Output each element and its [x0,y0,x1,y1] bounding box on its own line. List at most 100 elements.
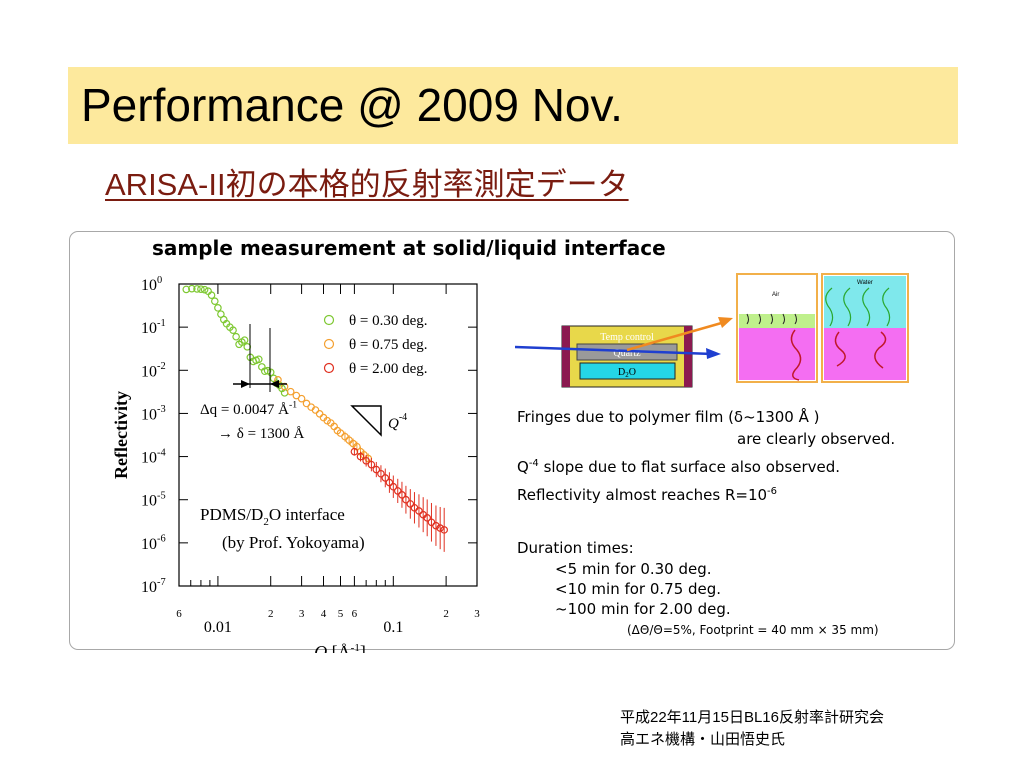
data-point [415,507,423,515]
data-point [229,326,237,334]
x-tick-label: 0.01 [204,619,232,636]
panel-heading: sample measurement at solid/liquid inter… [152,236,666,260]
data-point [254,355,263,364]
slope-label: Q-4 [388,412,407,432]
data-point [377,469,385,478]
setup-diagram: Temp control Quartz D2O Air Water [515,273,909,388]
y-tick-label: 10-3 [141,404,166,423]
data-point [367,460,376,469]
data-point [389,482,398,491]
data-point [432,521,440,530]
data-point [311,406,320,414]
x-tick-label: 2 [268,608,274,620]
data-point [385,478,394,487]
y-tick-label: 10-6 [141,534,166,553]
title-bar: Performance @ 2009 Nov. [68,67,958,144]
dq-annotation: Δq = 0.0047 Å-1 [200,399,297,418]
data-point [188,284,196,293]
temp-control-label: Temp control [600,332,654,343]
duration-title: Duration times: [517,539,634,557]
x-tick-label: 6 [176,608,182,620]
x-axis-label: Q [Å-1] [314,642,366,653]
x-tick-label: 6 [352,608,358,620]
data-point [398,490,406,499]
delta-annotation: → δ = 1300 Å [218,426,305,442]
d2o-label: D2O [618,367,636,379]
data-point [381,474,390,482]
slide-title: Performance @ 2009 Nov. [81,79,623,131]
air-interface-panel: Air [736,273,818,383]
legend-marker [323,362,335,374]
duration-item-2: <10 min for 0.75 deg. [555,580,722,598]
duration-item-3: ~100 min for 2.00 deg. [555,600,731,618]
data-point [356,452,365,461]
reflected-beam [626,320,726,352]
data-point [197,285,205,293]
data-point [436,524,444,532]
data-point [200,285,209,294]
y-axis-label: Reflectivity [111,391,131,479]
reflected-beam-arrowhead [718,317,733,328]
dq-arrow-right [270,380,279,388]
footer-line2: 高エネ機構・山田悟史氏 [620,731,786,748]
y-tick-label: 10-2 [141,361,166,380]
x-tick-label: 2 [443,608,449,620]
footer: 平成22年11月15日BL16反射率計研究会 高エネ機構・山田悟史氏 [620,707,884,751]
data-point [214,304,222,312]
data-point [232,332,240,341]
duration-footnote: (ΔΘ/Θ=5%, Footprint = 40 mm × 35 mm) [627,623,879,637]
sample-label-line2: (by Prof. Yokoyama) [222,533,365,552]
data-point [266,368,275,377]
note-fringes-line2: are clearly observed. [737,430,896,448]
y-tick-label: 10-4 [141,447,166,466]
data-point [207,291,216,300]
note-slope: Q-4 slope due to flat surface also obser… [517,458,841,476]
y-tick-label: 100 [141,275,162,294]
dq-arrow-left [241,380,250,388]
data-point [440,526,448,534]
sample-label-line1: PDMS/D2O interface [200,505,345,528]
x-tick-label: 0.1 [383,619,403,636]
data-point [393,487,402,495]
y-tick-label: 10-1 [141,318,166,337]
data-point [315,410,324,418]
reflectivity-chart: 100 10-1 10-2 10-3 10-4 10-5 10-6 10-7 6 0.01 2 3 4 5… [111,275,480,653]
data-point [193,285,201,293]
legend-marker [323,314,335,326]
legend-marker [323,338,335,350]
data-point [362,456,370,465]
y-tick-label: 10-7 [141,577,166,596]
x-tick-label: 3 [299,608,305,620]
data-point [423,514,431,522]
data-point [406,500,415,508]
data-point [243,343,252,351]
slope-triangle [350,405,382,437]
water-label: Water [857,280,873,286]
data-point [182,285,191,294]
neutron-beam-arrowhead [706,348,721,359]
duration-item-1: <5 min for 0.30 deg. [555,560,712,578]
legend-label: θ = 0.75 deg. [349,337,428,353]
data-point [297,394,306,403]
temp-control-right-wall [684,326,692,387]
note-fringes-line1: Fringes due to polymer film (δ~1300 Å ) [517,408,820,426]
x-tick-label: 3 [474,608,480,620]
data-point [302,399,311,408]
data-point [350,447,359,456]
legend-label: θ = 2.00 deg. [349,361,428,377]
data-point [286,387,295,396]
slide-subtitle[interactable]: ARISA-II初の本格的反射率測定データ [105,167,629,202]
neutron-beam-in [515,345,714,356]
d2o-cell [579,362,676,380]
legend-label: θ = 0.30 deg. [349,313,428,329]
plot-area-frame [178,283,478,587]
note-reach: Reflectivity almost reaches R=10-6 [517,486,778,504]
quartz-label: Quartz [613,348,641,359]
water-interface-panel: Water [821,273,909,383]
temp-control-left-wall [562,326,570,387]
y-tick-label: 10-5 [141,491,166,510]
data-point [240,336,249,344]
x-tick-label: 4 [321,608,327,620]
data-point [402,495,410,504]
air-label: Air [772,292,779,298]
